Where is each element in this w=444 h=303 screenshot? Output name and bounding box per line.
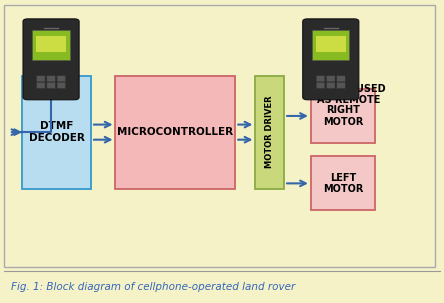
FancyBboxPatch shape	[47, 82, 56, 88]
Text: MOBILE USED
AS REMOTE: MOBILE USED AS REMOTE	[311, 84, 386, 105]
Text: DTMF
DECODER: DTMF DECODER	[29, 121, 84, 143]
FancyBboxPatch shape	[337, 82, 345, 88]
FancyBboxPatch shape	[337, 76, 345, 82]
FancyBboxPatch shape	[22, 75, 91, 189]
Text: RIGHT
MOTOR: RIGHT MOTOR	[323, 105, 363, 127]
FancyBboxPatch shape	[316, 76, 325, 82]
FancyBboxPatch shape	[311, 156, 375, 210]
Text: MOTOR DRIVER: MOTOR DRIVER	[265, 96, 274, 168]
FancyBboxPatch shape	[303, 19, 359, 100]
FancyBboxPatch shape	[316, 82, 325, 88]
FancyBboxPatch shape	[311, 89, 375, 143]
FancyBboxPatch shape	[32, 30, 70, 60]
FancyBboxPatch shape	[326, 76, 335, 82]
FancyBboxPatch shape	[312, 30, 349, 60]
FancyBboxPatch shape	[255, 75, 284, 189]
FancyBboxPatch shape	[57, 76, 66, 82]
FancyBboxPatch shape	[326, 82, 335, 88]
FancyBboxPatch shape	[23, 19, 79, 100]
Text: LEFT
MOTOR: LEFT MOTOR	[323, 173, 363, 194]
FancyBboxPatch shape	[316, 36, 346, 52]
FancyBboxPatch shape	[47, 76, 56, 82]
FancyBboxPatch shape	[36, 36, 66, 52]
FancyBboxPatch shape	[115, 75, 235, 189]
Text: MICROCONTROLLER: MICROCONTROLLER	[117, 127, 234, 137]
FancyBboxPatch shape	[36, 82, 45, 88]
Text: Fig. 1: Block diagram of cellphone-operated land rover: Fig. 1: Block diagram of cellphone-opera…	[11, 282, 295, 292]
FancyBboxPatch shape	[36, 76, 45, 82]
FancyBboxPatch shape	[57, 82, 66, 88]
